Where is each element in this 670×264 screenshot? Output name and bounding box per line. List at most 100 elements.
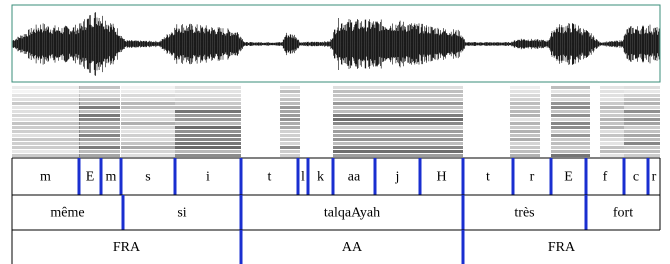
spectrogram-band [510,118,540,121]
spectrogram-band [280,150,300,153]
spectrogram-band [12,94,80,97]
interval-label: r [530,170,535,185]
spectrogram-band [600,114,624,117]
spectrogram-band [280,118,300,121]
spectrogram-band [600,134,624,137]
spectrogram-band [280,146,300,149]
spectrogram-band [121,154,175,157]
interval-label: très [514,206,534,221]
spectrogram-band [510,94,540,97]
spectrogram-band [624,90,660,93]
spectrogram-band [551,114,590,117]
spectrogram-band [12,142,80,145]
spectrogram-band [333,86,463,89]
spectrogram-band [79,86,120,89]
spectrogram-band [510,150,540,153]
interval-label: s [145,170,150,185]
spectrogram-band [333,150,463,153]
interval-label: H [436,170,446,185]
spectrogram-band [600,130,624,133]
interval-label: k [317,170,324,185]
spectrogram-band [600,110,624,113]
spectrogram-band [624,106,660,109]
spectrogram-band [600,106,624,109]
spectrogram-band [280,142,300,145]
spectrogram-band [333,126,463,129]
spectrogram-band [551,118,590,121]
spectrogram-band [624,138,660,141]
spectrogram-band [510,110,540,113]
spectrogram-band [510,154,540,157]
spectrogram-band [280,102,300,105]
interval-label: E [564,170,573,185]
spectrogram-band [551,90,590,93]
spectrogram-band [121,130,175,133]
spectrogram-band [12,134,80,137]
interval-label: FRA [548,240,576,255]
spectrogram-band [175,150,241,153]
interval-label: même [50,206,84,221]
spectrogram-band [551,102,590,105]
spectrogram-band [121,90,175,93]
spectrogram-band [12,150,80,153]
interval-label: j [395,170,400,185]
spectrogram-band [12,98,80,101]
interval-label: f [603,170,608,185]
interval-label: l [301,170,305,185]
spectrogram-band [121,146,175,149]
spectrogram-band [280,94,300,97]
spectrogram-band [551,130,590,133]
spectrogram-band [175,154,241,157]
spectrogram-band [79,110,120,113]
spectrogram-band [510,86,540,89]
spectrogram-band [79,146,120,149]
spectrogram-band [12,106,80,109]
spectrogram-band [333,146,463,149]
spectrogram-band [175,98,241,101]
spectrogram-band [280,126,300,129]
spectrogram-band [175,102,241,105]
spectrogram-band [333,122,463,125]
spectrogram-band [79,94,120,97]
spectrogram-band [12,102,80,105]
spectrogram-band [624,146,660,149]
spectrogram-band [600,90,624,93]
spectrogram-band [333,90,463,93]
interval-label: m [40,170,51,185]
spectrogram-band [510,98,540,101]
spectrogram-band [551,98,590,101]
spectrogram-band [121,102,175,105]
spectrogram-band [121,150,175,153]
interval-label: talqaAyah [324,206,380,221]
spectrogram-band [600,102,624,105]
spectrogram-band [121,94,175,97]
spectrogram-band [624,130,660,133]
spectrogram-band [333,106,463,109]
spectrogram-band [280,138,300,141]
spectrogram-band [121,134,175,137]
spectrogram-band [600,154,624,157]
interval-label: si [177,206,186,221]
spectrogram-band [510,138,540,141]
interval-label: FRA [113,240,141,255]
spectrogram-band [510,102,540,105]
spectrogram-band [510,126,540,129]
spectrogram-band [79,138,120,141]
spectrogram-band [551,138,590,141]
spectrogram-band [79,130,120,133]
interval-label: aa [348,170,361,185]
spectrogram-band [121,86,175,89]
interval-label: m [106,170,117,185]
interval-label: E [86,170,95,185]
spectrogram-band [333,154,463,157]
interval-label: t [486,170,490,185]
spectrogram-band [280,122,300,125]
spectrogram-band [333,110,463,113]
spectrogram-band [175,114,241,117]
spectrogram-band [551,150,590,153]
spectrogram-band [175,94,241,97]
spectrogram-band [79,122,120,125]
spectrogram-band [175,86,241,89]
spectrogram-band [280,90,300,93]
spectrogram-band [12,122,80,125]
